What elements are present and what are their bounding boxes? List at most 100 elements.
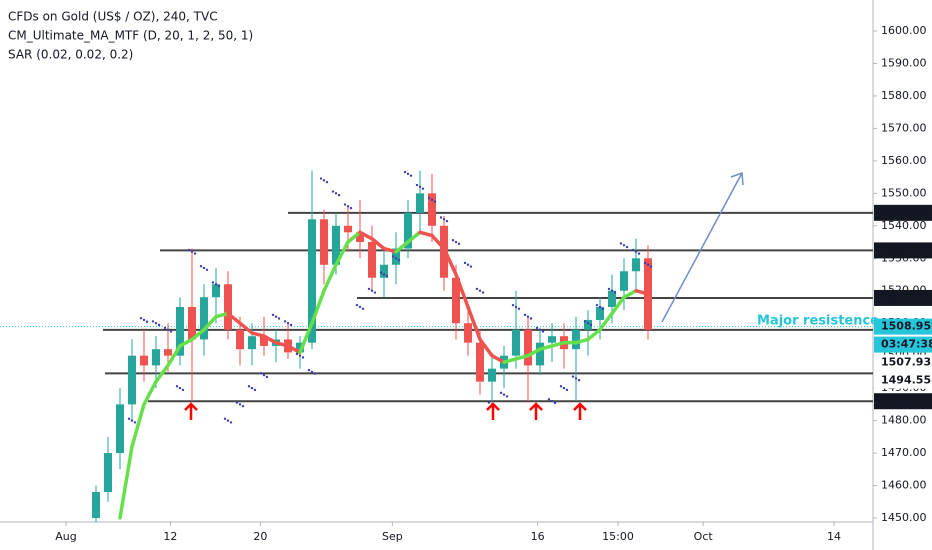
ma-segment	[250, 331, 266, 338]
sar-dot	[295, 352, 299, 356]
price-label-bg	[874, 289, 932, 306]
ma-segment	[154, 363, 170, 384]
price-label: 1485.97	[881, 394, 931, 407]
sar-dot	[571, 375, 575, 378]
sar-dot	[478, 289, 482, 292]
arrow-up	[184, 402, 198, 420]
ma-segment	[430, 233, 446, 251]
ma-segment	[442, 246, 458, 277]
ma-segment	[130, 402, 146, 449]
sar-dot	[166, 328, 170, 331]
ma-segment	[634, 288, 650, 296]
candle-body	[392, 248, 400, 265]
sar-dot	[481, 291, 485, 294]
sar-dot	[631, 248, 635, 252]
sar-dot	[514, 305, 518, 309]
sar-dot	[307, 368, 311, 372]
candle-body	[452, 277, 460, 324]
x-tick-label: Aug	[55, 530, 76, 543]
ma-segment	[310, 288, 326, 325]
candle-body	[92, 492, 100, 518]
sar-dot	[511, 303, 515, 307]
ma-segment	[406, 230, 422, 244]
projection-arrow	[661, 171, 744, 323]
y-tick-label: 1540.00	[881, 219, 927, 232]
ma-segment	[142, 379, 158, 407]
sar-dot	[394, 257, 398, 260]
sar-dot	[289, 323, 293, 327]
sar-dot	[193, 252, 197, 255]
sar-dot	[223, 417, 227, 420]
sar-dot	[427, 196, 431, 200]
sar-dot	[247, 385, 251, 388]
sar-dot	[457, 242, 461, 246]
candle-body	[128, 355, 136, 405]
sar-dot	[553, 401, 557, 405]
sar-dot	[445, 219, 449, 223]
sar-dot	[202, 266, 206, 270]
sar-dot	[373, 291, 377, 294]
ma-segment	[622, 288, 638, 299]
sar-dot	[298, 354, 302, 357]
y-tick-label: 1600.00	[881, 24, 927, 37]
ma-segment	[502, 357, 518, 364]
ma-segment	[202, 314, 218, 332]
sar-dot	[523, 313, 527, 317]
sar-dot	[238, 403, 242, 406]
candle-body	[224, 284, 232, 330]
sar-dot	[619, 242, 623, 245]
candle-body	[512, 329, 520, 356]
ma-segment	[358, 230, 374, 241]
sar-dot	[367, 287, 371, 291]
sar-dot	[343, 203, 347, 206]
sar-dot	[433, 200, 437, 203]
ma-segment	[238, 321, 254, 335]
ma-segment	[298, 321, 314, 355]
sar-dot	[562, 386, 566, 390]
ma-segment	[286, 344, 302, 355]
sar-dot	[574, 377, 578, 380]
sar-dot	[385, 275, 389, 278]
ma-segment	[190, 327, 206, 342]
price-label: 1494.55	[881, 374, 931, 387]
sar-dot	[382, 273, 386, 276]
sar-dot	[355, 303, 359, 307]
sar-dot	[337, 193, 341, 197]
price-label-bg	[874, 204, 932, 221]
sar-dot	[409, 174, 413, 177]
sar-dot	[637, 252, 641, 255]
price-label: 1517.78	[881, 291, 931, 304]
sar-dot	[217, 284, 221, 288]
sar-dot	[634, 250, 638, 253]
candle-body	[368, 242, 376, 278]
sar-dot	[475, 287, 479, 291]
candle-body	[464, 323, 472, 343]
candle-body	[596, 306, 604, 320]
ma-segment	[454, 272, 470, 309]
sar-dot	[349, 206, 353, 210]
support-arrows	[184, 402, 587, 420]
sar-dot	[502, 393, 506, 396]
sar-dot	[181, 388, 185, 392]
sar-dot	[613, 291, 617, 294]
ma-segment	[466, 305, 482, 342]
sar-dot	[550, 399, 554, 403]
sar-dot	[643, 261, 647, 265]
sar-dot	[586, 322, 590, 325]
sar-dot	[406, 172, 410, 176]
candle-body	[584, 319, 592, 330]
sar-dot	[334, 192, 338, 195]
ma-segment	[214, 311, 230, 319]
y-tick-label: 1590.00	[881, 56, 927, 69]
price-label-bg	[874, 318, 932, 335]
sar-dot	[139, 316, 143, 320]
sar-dot	[226, 419, 230, 422]
candle-body	[164, 349, 172, 356]
candle-body	[404, 212, 412, 249]
sar-dot	[430, 198, 434, 202]
candle-body	[380, 264, 388, 278]
candle-body	[236, 329, 244, 350]
sar-dot	[313, 372, 317, 375]
candle-body	[320, 219, 328, 265]
